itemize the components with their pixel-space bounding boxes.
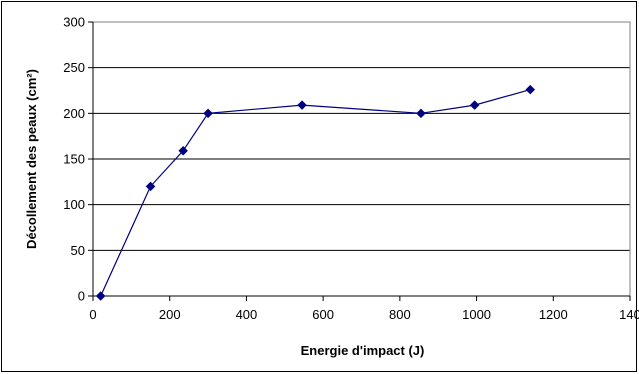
axes <box>88 21 631 301</box>
data-series <box>95 84 536 301</box>
data-point-marker <box>416 108 426 119</box>
y-tick-label: 100 <box>63 197 85 212</box>
data-point-marker <box>469 100 480 110</box>
x-tick-label: 0 <box>89 307 96 322</box>
series-line <box>100 89 531 297</box>
x-tick-labels: 0 200 400 600 800 1000 1200 140 <box>89 307 639 322</box>
data-point-marker <box>203 108 213 119</box>
x-tick-label: 1000 <box>462 307 491 322</box>
x-tick-label: 400 <box>236 307 258 322</box>
data-point-marker <box>95 291 106 301</box>
data-point-marker <box>145 181 156 192</box>
x-tick-label: 200 <box>159 307 181 322</box>
y-tick-label: 200 <box>63 106 85 121</box>
y-tick-label: 50 <box>71 243 85 258</box>
x-axis-title: Energie d'impact (J) <box>301 343 425 358</box>
y-tick-label: 250 <box>63 60 85 75</box>
data-point-marker <box>178 145 188 156</box>
x-tick-label: 600 <box>312 307 334 322</box>
y-tick-labels: 0 50 100 150 200 250 300 <box>63 15 85 304</box>
grid-lines <box>93 21 630 251</box>
y-tick-label: 300 <box>63 15 85 30</box>
data-point-marker <box>297 100 307 110</box>
y-axis-title: Décollement des peaux (cm²) <box>24 69 39 249</box>
x-tick-label: 800 <box>389 307 411 322</box>
y-tick-label: 0 <box>78 289 85 304</box>
x-tick-label: 1200 <box>539 307 568 322</box>
x-tick-label: 140 <box>619 307 639 322</box>
data-point-marker <box>525 84 536 95</box>
y-tick-label: 150 <box>63 152 85 167</box>
